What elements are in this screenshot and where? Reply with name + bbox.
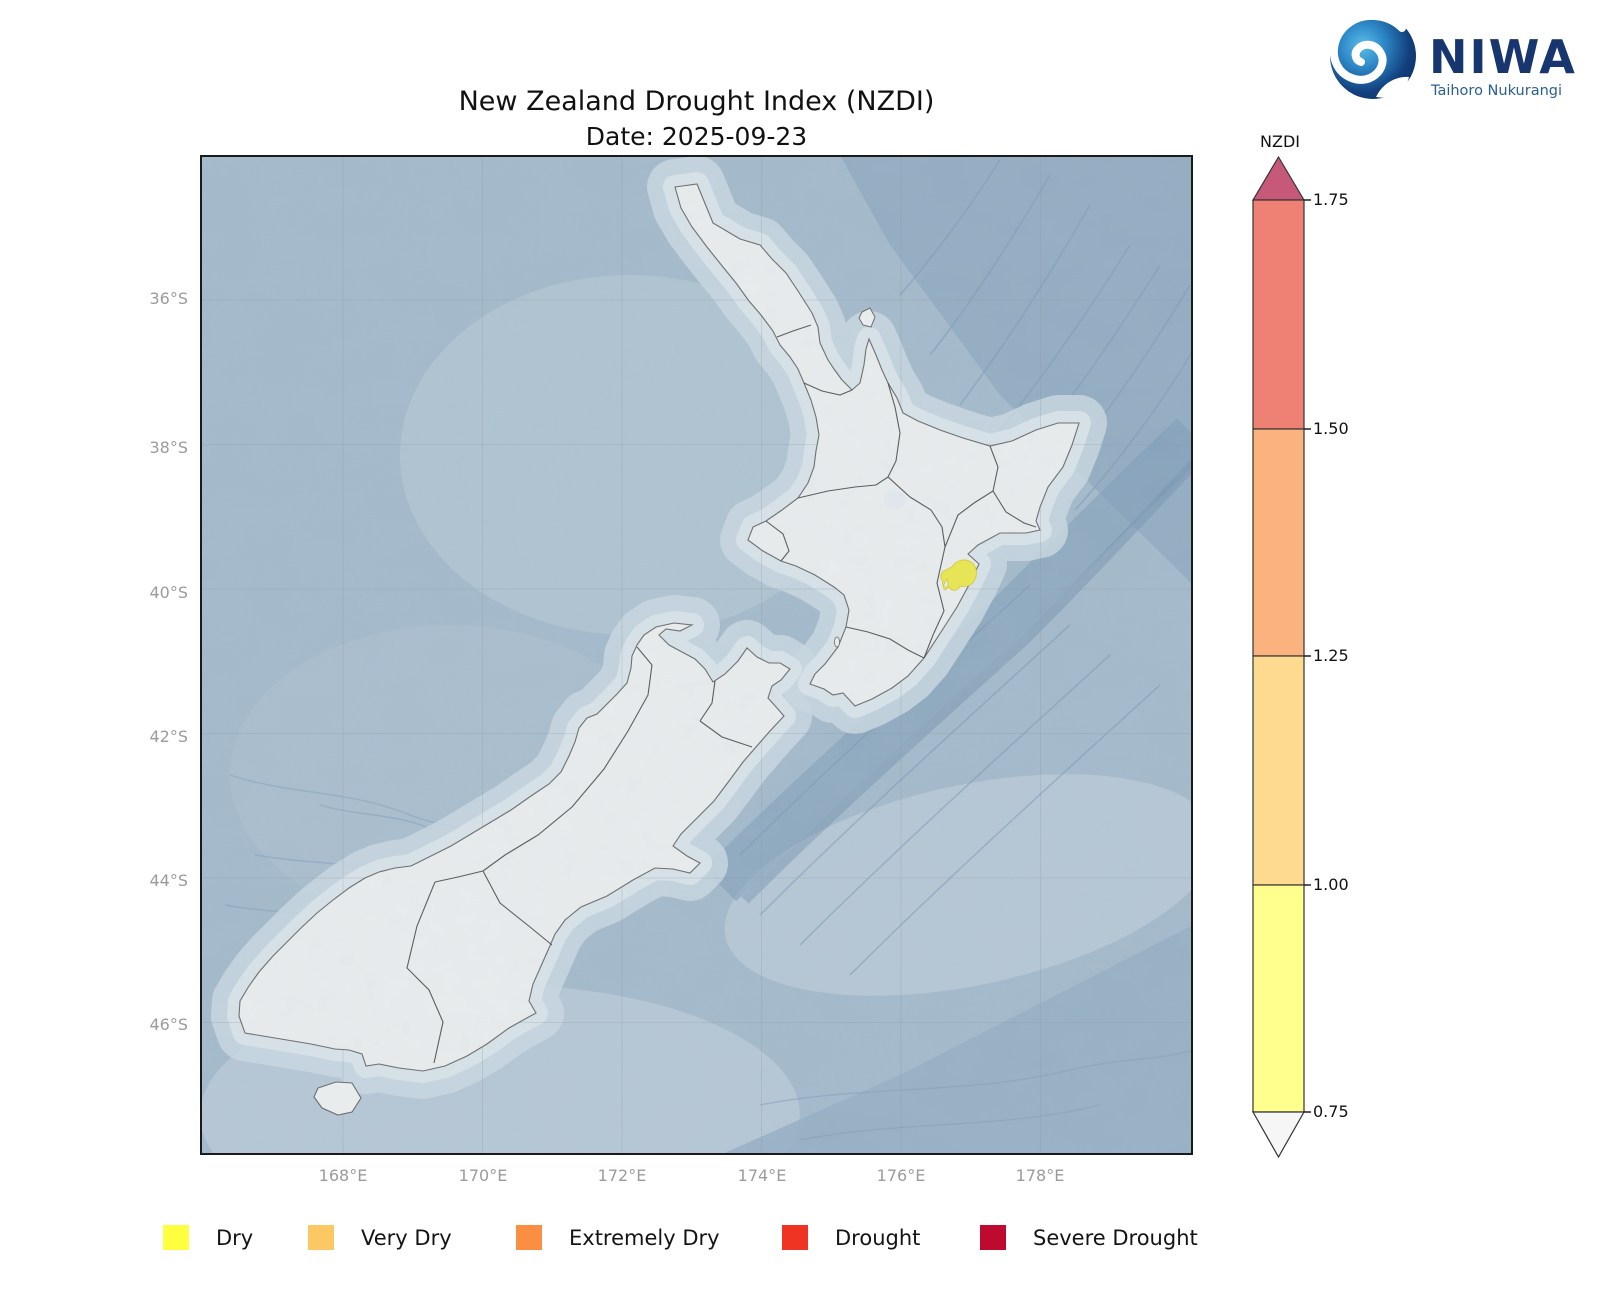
- lon-tick-174e: 174°E: [737, 1166, 787, 1185]
- legend-item-very-dry: Very Dry: [308, 1224, 452, 1251]
- legend-item-severe-drought: Severe Drought: [980, 1224, 1198, 1251]
- niwa-brand-text: NIWA: [1429, 30, 1577, 84]
- legend-label-severe-drought: Severe Drought: [1033, 1225, 1198, 1250]
- legend-swatch-drought: [782, 1225, 808, 1250]
- legend-item-dry: Dry: [163, 1224, 253, 1251]
- legend-swatch-dry: [163, 1225, 189, 1250]
- region-boundaries: [406, 324, 1037, 1064]
- lat-tick-44s: 44°S: [149, 871, 188, 890]
- legend-label-very-dry: Very Dry: [361, 1225, 452, 1250]
- map-canvas: [200, 155, 1193, 1155]
- colorbar-arrow-top: [1251, 155, 1306, 201]
- colorbar: [1248, 152, 1318, 1162]
- colorbar-tick-150: 1.50: [1313, 419, 1349, 438]
- lon-tick-170e: 170°E: [458, 1166, 508, 1185]
- legend-item-extremely-dry: Extremely Dry: [516, 1224, 720, 1251]
- colorbar-title: NZDI: [1260, 132, 1300, 151]
- colorbar-tick-marks: [1304, 199, 1311, 1113]
- lon-tick-178e: 178°E: [1015, 1166, 1065, 1185]
- colorbar-tick-075: 0.75: [1313, 1102, 1349, 1121]
- colorbar-seg-100-125: [1252, 655, 1305, 886]
- page-title: New Zealand Drought Index (NZDI): [458, 86, 935, 117]
- colorbar-graphic: [1251, 155, 1311, 1159]
- colorbar-tick-175: 1.75: [1313, 190, 1349, 209]
- kapiti-island: [834, 636, 840, 648]
- lon-tick-176e: 176°E: [876, 1166, 926, 1185]
- map-frame: [200, 155, 1193, 1155]
- colorbar-arrow-bottom: [1251, 1111, 1306, 1159]
- nz-drought-map: [200, 155, 1193, 1155]
- colorbar-tick-125: 1.25: [1313, 646, 1349, 665]
- lat-tick-38s: 38°S: [149, 438, 188, 457]
- niwa-logo: NIWA Taihoro Nukurangi: [1316, 6, 1586, 110]
- colorbar-tick-100: 1.00: [1313, 875, 1349, 894]
- legend-item-drought: Drought: [782, 1224, 920, 1251]
- lake-taupo: [884, 491, 906, 509]
- legend-label-extremely-dry: Extremely Dry: [569, 1225, 720, 1250]
- colorbar-seg-150-175: [1252, 199, 1305, 430]
- lon-tick-172e: 172°E: [597, 1166, 647, 1185]
- lat-tick-36s: 36°S: [149, 289, 188, 308]
- colorbar-seg-125-150: [1252, 428, 1305, 657]
- page-subtitle-date: Date: 2025-09-23: [585, 122, 808, 151]
- lat-tick-40s: 40°S: [149, 583, 188, 602]
- legend-swatch-severe-drought: [980, 1225, 1006, 1250]
- drought-patch-hawkes-bay: [940, 559, 977, 591]
- lat-tick-46s: 46°S: [149, 1015, 188, 1034]
- legend-swatch-very-dry: [308, 1225, 334, 1250]
- legend-label-dry: Dry: [216, 1225, 254, 1250]
- great-barrier-island: [858, 307, 876, 328]
- lat-tick-42s: 42°S: [149, 727, 188, 746]
- niwa-koru-ball-icon: [1329, 12, 1416, 99]
- stewart-island: [313, 1081, 362, 1116]
- colorbar-seg-075-100: [1252, 884, 1305, 1113]
- legend-label-drought: Drought: [835, 1225, 921, 1250]
- niwa-tagline-text: Taihoro Nukurangi: [1430, 83, 1562, 99]
- lon-tick-168e: 168°E: [318, 1166, 368, 1185]
- niwa-logo-graphic: NIWA Taihoro Nukurangi: [1329, 12, 1577, 99]
- legend-swatch-extremely-dry: [516, 1225, 542, 1250]
